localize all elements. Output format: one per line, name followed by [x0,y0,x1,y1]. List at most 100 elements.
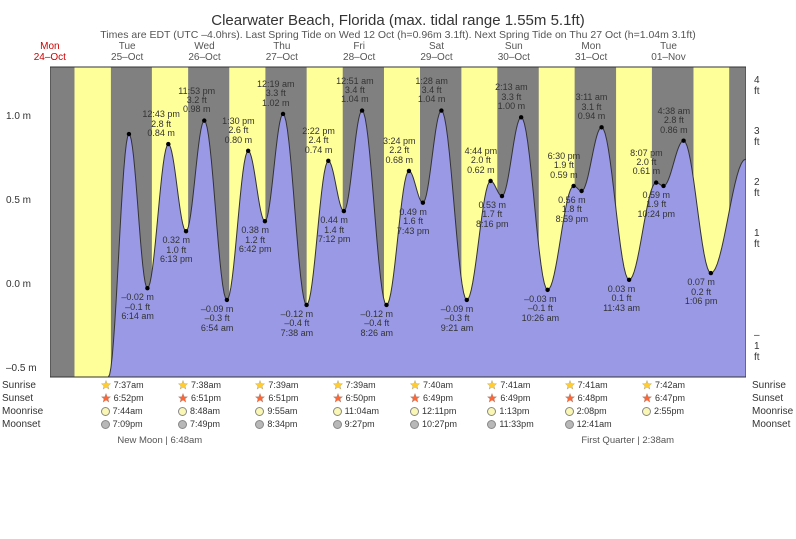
star-icon [487,380,497,390]
moonset-time: 7:09pm [113,419,143,429]
sunset-time: 6:51pm [191,393,221,403]
star-icon [178,393,188,403]
tide-annotation: 4:44 pm2.0 ft0.62 m [465,147,498,175]
tide-annotation: 4:38 am2.8 ft0.86 m [658,107,691,135]
moonrise-time: 11:04am [345,406,379,416]
tide-annotation: 0.07 m0.2 ft1:06 pm [685,278,718,306]
tide-annotation: 2:13 am3.3 ft1.00 m [495,83,528,111]
sunrise-time: 7:38am [191,380,221,390]
moon-phase-left: New Moon | 6:48am [117,435,202,446]
tide-annotation: 8:07 pm2.0 ft0.61 m [630,149,663,177]
moonset-row-label: Moonset [2,419,40,430]
sunrise-cell: 7:38am [178,380,221,390]
sunrise-time: 7:40am [423,380,453,390]
moonset-time: 9:27pm [345,419,375,429]
axis-tick-left: –0.5 m [6,363,37,374]
sunset-cell: 6:50pm [333,393,376,403]
axis-tick-right: 4 ft [754,75,760,97]
sunset-cell: 6:51pm [255,393,298,403]
moonset-cell: 9:27pm [333,419,375,429]
day-label: Sun30–Oct [475,42,552,63]
moonrise-cell: 1:13pm [487,406,529,416]
day-label: Tue01–Nov [630,42,707,63]
sunset-time: 6:50pm [346,393,376,403]
moonset-cell: 12:41am [565,419,612,429]
moon-icon [333,407,342,416]
star-icon [255,393,265,403]
star-icon [642,393,652,403]
sunrise-time: 7:41am [500,380,530,390]
sunrise-time: 7:41am [578,380,608,390]
moonrise-time: 7:44am [113,406,143,416]
moon-icon [487,420,496,429]
tide-annotation: –0.12 m–0.4 ft8:26 am [360,310,393,338]
tide-annotation: 6:30 pm1.9 ft0.59 m [548,152,581,180]
sunrise-cell: 7:42am [642,380,685,390]
star-icon [333,393,343,403]
moon-icon [410,407,419,416]
star-icon [178,380,188,390]
day-label: Sat29–Oct [398,42,475,63]
day-label: Mon24–Oct [11,42,88,63]
moonrise-row-label: Moonrise [2,406,43,417]
moon-icon [642,407,651,416]
day-label: Thu27–Oct [243,42,320,63]
axis-tick-left: 0.5 m [6,195,31,206]
moonrise-cell: 2:08pm [565,406,607,416]
moonset-time: 7:49pm [190,419,220,429]
moon-icon [178,407,187,416]
moonset-cell: 11:33pm [487,419,533,429]
moon-icon [565,420,574,429]
moonrise-cell: 8:48am [178,406,220,416]
moonrise-time: 2:08pm [577,406,607,416]
moonrise-time: 1:13pm [499,406,529,416]
moonrise-cell: 12:11pm [410,406,456,416]
moonrise-row-label: Moonrise [752,406,793,417]
star-icon [642,380,652,390]
tide-annotation: 12:51 am3.4 ft1.04 m [336,77,374,105]
axis-tick-right: 3 ft [754,126,760,148]
star-icon [101,393,111,403]
axis-tick-left: 1.0 m [6,111,31,122]
moonset-time: 11:33pm [499,419,533,429]
tide-annotation: 12:43 pm2.8 ft0.84 m [142,110,180,138]
tide-annotation: 2:22 pm2.4 ft0.74 m [302,127,335,155]
sunset-cell: 6:47pm [642,393,685,403]
sunrise-cell: 7:39am [333,380,376,390]
moonset-row-label: Moonset [752,419,790,430]
moonset-time: 12:41am [577,419,612,429]
sunset-cell: 6:51pm [178,393,221,403]
tide-annotation: –0.09 m–0.3 ft6:54 am [201,305,234,333]
moon-icon [410,420,419,429]
sunrise-time: 7:42am [655,380,685,390]
tide-annotation: –0.03 m–0.1 ft10:26 am [522,295,560,323]
chart-area: Clearwater Beach, Florida (max. tidal ra… [50,12,746,492]
moon-icon [565,407,574,416]
moon-icon [333,420,342,429]
tide-annotation: 0.03 m0.1 ft11:43 am [603,285,640,313]
moon-icon [255,420,264,429]
tide-annotation: –0.02 m–0.1 ft6:14 am [121,293,154,321]
axis-tick-right: 1 ft [754,228,760,250]
moonrise-cell: 9:55am [255,406,297,416]
moonrise-cell: 2:55pm [642,406,684,416]
moonset-cell: 8:34pm [255,419,297,429]
sunrise-cell: 7:41am [487,380,530,390]
star-icon [565,393,575,403]
moon-icon [255,407,264,416]
day-label: Mon31–Oct [553,42,630,63]
tide-annotation: 0.56 m1.8 ft8:59 pm [556,196,589,224]
tide-annotation: 0.53 m1.7 ft8:16 pm [476,201,509,229]
moon-icon [101,407,110,416]
day-label: Fri28–Oct [321,42,398,63]
sunset-time: 6:51pm [268,393,298,403]
sunset-time: 6:52pm [114,393,144,403]
moon-phase-right: First Quarter | 2:38am [581,435,674,446]
tide-annotation: 1:28 am3.4 ft1.04 m [415,77,448,105]
tide-annotation: 1:30 pm2.6 ft0.80 m [222,117,255,145]
sunset-row-label: Sunset [752,393,783,404]
sunrise-cell: 7:41am [565,380,608,390]
tide-annotation: 12:19 am3.3 ft1.02 m [257,80,295,108]
sunrise-row-label: Sunrise [752,380,786,391]
tide-annotation: 0.49 m1.6 ft7:43 pm [397,208,430,236]
